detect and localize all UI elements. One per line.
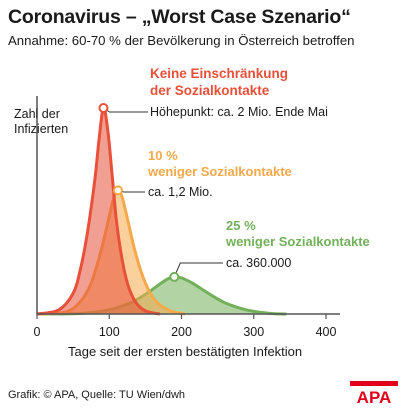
annotation-orange: ca. 1,2 Mio. — [148, 185, 213, 199]
x-tick-label-300: 300 — [243, 325, 264, 339]
chart-areas — [36, 106, 287, 316]
peak-marker-orange — [112, 185, 123, 196]
x-axis-label: Tage seit der ersten bestätigten Infekti… — [68, 344, 302, 359]
x-tick-label-100: 100 — [99, 325, 120, 339]
legend-green-line1: 25 % — [226, 218, 256, 233]
area-red — [37, 107, 160, 315]
y-axis-label-line1: Zahl der — [14, 107, 60, 121]
legend-green-line2: weniger Sozialkontakte — [225, 234, 370, 249]
legend-orange-line1: 10 % — [148, 148, 178, 163]
legend-red-line2: der Sozialkontakte — [150, 83, 270, 98]
annotation-red: Höhepunkt: ca. 2 Mio. Ende Mai — [150, 105, 328, 119]
legend-orange-line2: weniger Sozialkontakte — [147, 164, 292, 179]
annotation-green: ca. 360.000 — [226, 256, 291, 270]
y-axis-label-line2: Infizierten — [14, 122, 68, 136]
area-green — [37, 276, 287, 314]
peak-marker-green — [169, 271, 180, 282]
legend-red-line1: Keine Einschränkung — [150, 66, 288, 81]
chart-subtitle: Annahme: 60-70 % der Bevölkerung in Öste… — [8, 33, 355, 48]
peak-markers — [98, 103, 223, 282]
x-ticks: 0 100 200 300 400 — [34, 314, 337, 339]
apa-logo-bar — [350, 381, 398, 386]
peak-marker-red — [98, 103, 109, 113]
line-red — [36, 106, 161, 316]
x-tick-label-200: 200 — [171, 325, 192, 339]
x-tick-label-0: 0 — [34, 325, 41, 339]
leader-line-red — [103, 107, 148, 113]
apa-logo-text: APA — [357, 388, 392, 405]
chart-title: Coronavirus – „Worst Case Szenario“ — [8, 6, 351, 28]
leader-line-green — [173, 262, 223, 278]
apa-logo: APA — [350, 381, 398, 405]
source-credit: Grafik: © APA, Quelle: TU Wien/dwh — [8, 389, 186, 401]
chart-axes — [36, 96, 340, 315]
x-tick-label-400: 400 — [316, 325, 337, 339]
